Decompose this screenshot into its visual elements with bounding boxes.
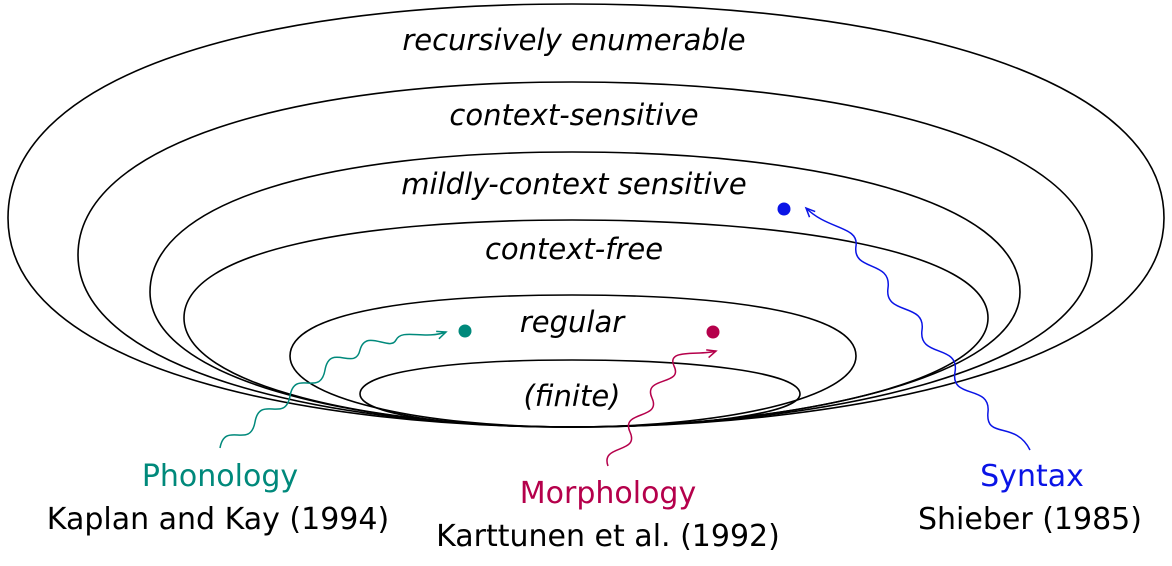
syntax-dot: [777, 202, 791, 216]
label-context-sensitive: context-sensitive: [449, 98, 698, 132]
phonology-citation: Kaplan and Kay (1994): [47, 502, 389, 537]
label-mildly-context-sensitive: mildly-context sensitive: [401, 167, 746, 201]
morphology-citation: Karttunen et al. (1992): [436, 519, 780, 554]
ring-mildly-context-sensitive: [149, 151, 1021, 428]
label-finite: (finite): [523, 379, 620, 413]
label-regular: regular: [520, 305, 626, 339]
morphology-dot: [706, 325, 720, 339]
ring-context-sensitive: [77, 81, 1093, 428]
phonology-squiggle-arrow: [219, 330, 448, 449]
syntax-citation: Shieber (1985): [918, 502, 1142, 537]
label-recursively-enumerable: recursively enumerable: [402, 23, 745, 57]
syntax-title: Syntax: [980, 459, 1084, 494]
ring-finite: [359, 359, 801, 428]
morphology-squiggle-arrow: [606, 349, 718, 467]
label-context-free: context-free: [485, 232, 663, 266]
phonology-dot: [458, 324, 472, 338]
syntax-squiggle-arrow: [804, 206, 1031, 451]
phonology-title: Phonology: [142, 459, 298, 494]
ring-regular: [289, 294, 857, 428]
ring-context-free: [183, 219, 989, 428]
ring-recursively-enumerable: [7, 3, 1165, 428]
morphology-title: Morphology: [520, 476, 696, 511]
